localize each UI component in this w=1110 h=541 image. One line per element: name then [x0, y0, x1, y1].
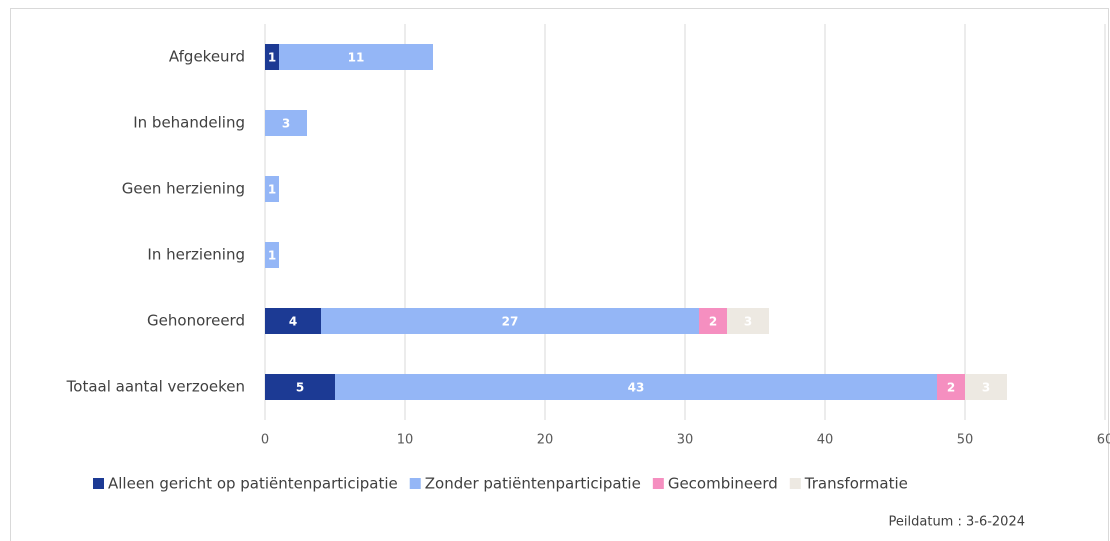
legend-label: Transformatie	[804, 475, 908, 493]
x-tick-label: 40	[817, 433, 834, 448]
bar-segment	[937, 374, 965, 400]
bar-segment	[265, 44, 279, 70]
value-label: 5	[296, 381, 304, 395]
bar-segment	[265, 110, 307, 136]
value-label: 2	[947, 381, 955, 395]
bar-segment	[699, 308, 727, 334]
value-label: 1	[268, 51, 276, 65]
bar-segment	[265, 242, 279, 268]
value-label: 2	[709, 315, 717, 329]
legend-swatch	[789, 478, 801, 489]
x-tick-label: 10	[397, 433, 414, 448]
x-tick-label: 30	[677, 433, 694, 448]
y-tick-label: Afgekeurd	[169, 48, 245, 66]
x-tick-label: 60	[1097, 433, 1110, 448]
y-tick-label: In herziening	[147, 246, 245, 264]
value-label: 3	[282, 117, 290, 131]
bar-segment	[965, 374, 1007, 400]
y-tick-label: In behandeling	[133, 114, 245, 132]
value-label: 1	[268, 183, 276, 197]
chart-frame	[10, 8, 1109, 541]
x-tick-label: 20	[537, 433, 554, 448]
bar-segment	[279, 44, 433, 70]
value-label: 11	[348, 51, 365, 65]
bar-segment	[321, 308, 699, 334]
x-tick-label: 0	[261, 433, 269, 448]
legend-swatch	[93, 478, 104, 489]
bar-segment	[265, 308, 321, 334]
legend-swatch	[652, 478, 664, 489]
value-label: 3	[744, 315, 752, 329]
y-tick-label: Gehonoreerd	[147, 312, 245, 330]
x-tick-label: 50	[957, 433, 974, 448]
bar-segment	[265, 374, 335, 400]
legend-label: Alleen gericht op patiëntenparticipatie	[108, 475, 398, 493]
annotation: Peildatum : 3-6-2024	[889, 515, 1025, 530]
value-label: 27	[502, 315, 519, 329]
legend-swatch	[409, 478, 421, 489]
bar-segment	[727, 308, 769, 334]
value-label: 4	[289, 315, 297, 329]
y-tick-label: Geen herziening	[122, 180, 245, 198]
value-label: 43	[628, 381, 645, 395]
value-label: 1	[268, 249, 276, 263]
legend-label: Gecombineerd	[668, 475, 778, 493]
bar-segment	[335, 374, 937, 400]
legend-label: Zonder patiëntenparticipatie	[425, 475, 641, 493]
bar-segment	[265, 176, 279, 202]
value-label: 3	[982, 381, 990, 395]
y-tick-label: Totaal aantal verzoeken	[66, 378, 245, 396]
